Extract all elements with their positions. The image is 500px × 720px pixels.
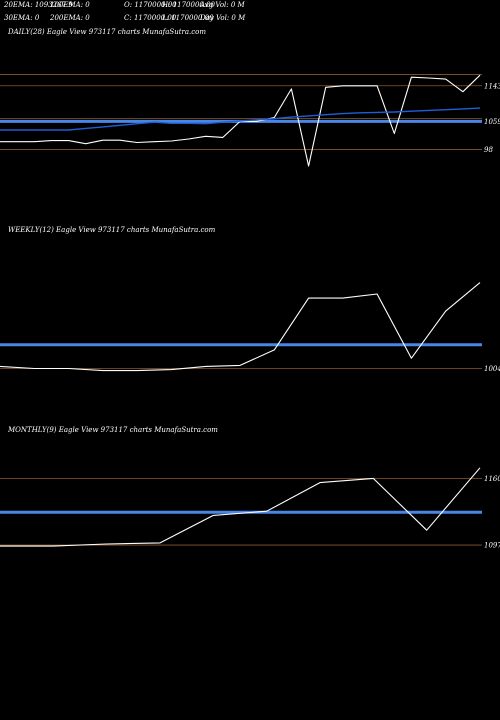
ema-series-line	[0, 107, 481, 131]
header-open: O: 1170000.00	[124, 1, 177, 9]
header-day-vol: Day Vol: 0 M	[200, 14, 246, 22]
weekly-chart: 1004	[0, 282, 500, 373]
weekly-panel-title: WEEKLY(12) Eagle View 973117 charts Muna…	[8, 226, 216, 234]
header-high: H: 1170000.00	[162, 1, 215, 9]
price-series-line	[0, 467, 481, 547]
header-ema20: 20EMA: 1093267.9	[4, 1, 73, 9]
header-ema100: 100EMA: 0	[50, 1, 90, 9]
header-low: L: 1170000.00	[162, 14, 214, 22]
monthly-panel-title: MONTHLY(9) Eagle View 973117 charts Muna…	[8, 426, 218, 434]
price-series-line	[0, 282, 481, 372]
header-close: C: 1170000.00	[124, 14, 177, 22]
y-tick-label: 98	[484, 146, 493, 154]
y-tick-label: 1160	[484, 475, 500, 483]
y-tick-label: 1097	[484, 542, 500, 550]
header-ema200: 200EMA: 0	[50, 14, 90, 22]
header-avg-vol: Avg Vol: 0 M	[200, 1, 245, 9]
monthly-chart: 1160 1097	[0, 467, 500, 550]
y-tick-label: 1004	[484, 365, 500, 373]
daily-panel-title: DAILY(28) Eagle View 973117 charts Munaf…	[8, 28, 207, 36]
y-tick-label: 1143	[484, 82, 500, 90]
header-ema30: 30EMA: 0	[4, 14, 40, 22]
